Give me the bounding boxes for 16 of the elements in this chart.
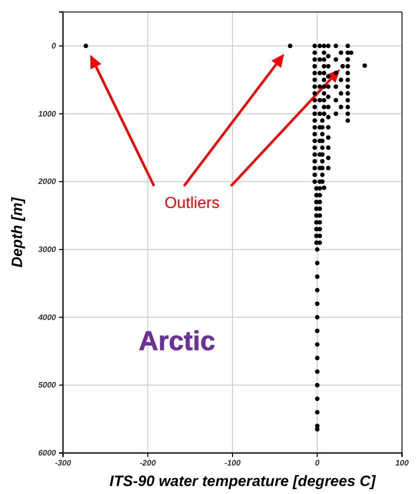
y-tick-label: 3000 <box>38 245 57 254</box>
x-tick-label: 100 <box>395 458 410 468</box>
y-tick-label: 6000 <box>38 448 57 458</box>
y-tick-label: 0 <box>52 41 57 50</box>
y-tick-label: 5000 <box>38 380 57 390</box>
x-tick-label: -300 <box>54 458 72 468</box>
x-tick-label: -100 <box>224 458 242 468</box>
x-tick-label: -200 <box>140 458 156 468</box>
y-tick-label: 4000 <box>37 312 57 322</box>
y-axis-title: Depth [m] <box>9 196 26 268</box>
x-tick-label: 0 <box>315 458 320 468</box>
x-axis-title: ITS-90 water temperature [degrees C] <box>110 473 376 490</box>
annotation: Outliers <box>164 195 220 212</box>
y-tick-label: 1000 <box>38 109 57 118</box>
annotation: Arctic <box>138 326 216 356</box>
y-tick-label: 2000 <box>37 177 57 186</box>
